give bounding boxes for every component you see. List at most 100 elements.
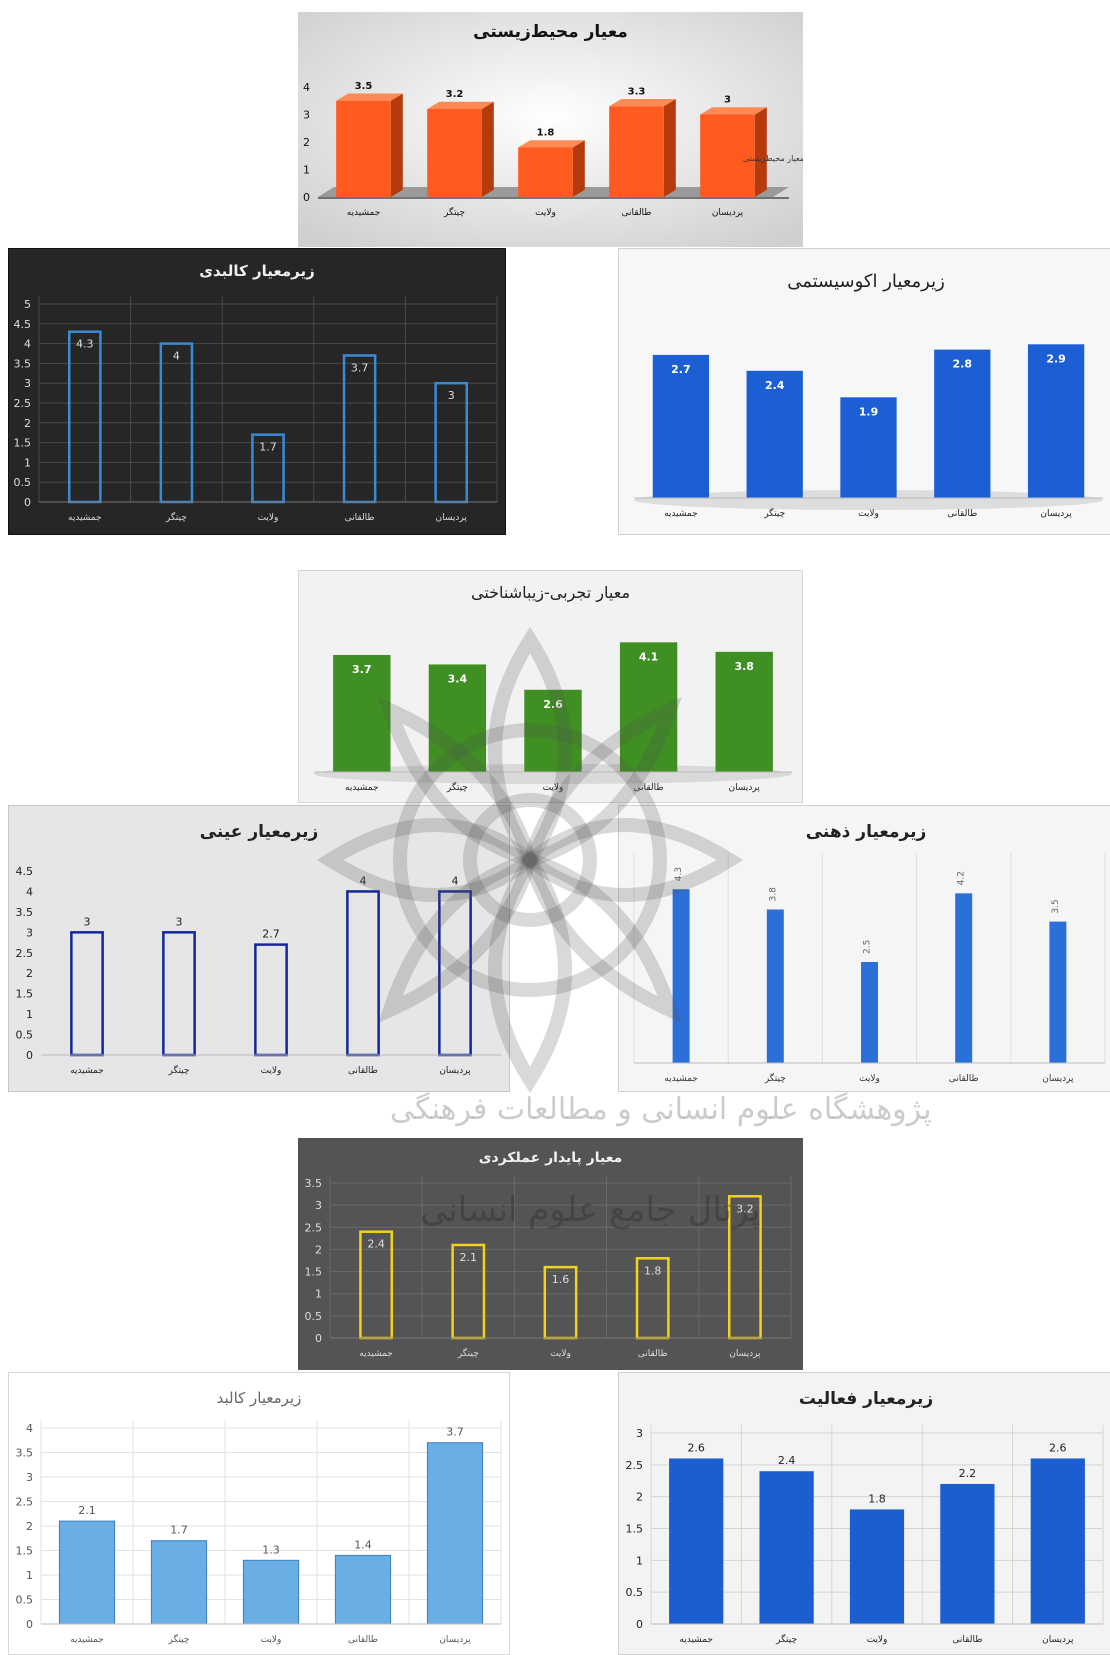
- y-tick-label: 3: [26, 926, 33, 939]
- bar-top: [518, 140, 585, 148]
- y-tick-label: 0.5: [14, 476, 32, 489]
- x-tick-label: طالقانی: [348, 1066, 378, 1076]
- data-label: 3: [84, 915, 91, 928]
- x-tick-label: پردیسان: [729, 1349, 761, 1359]
- x-tick-label: ولایت: [258, 513, 279, 523]
- chart-svg: 0 0.5 1 1.5 2 2.5 3 3.5 2.4 جمشیدیه 2.1 چیتگر 1.6 ولا…: [298, 1138, 803, 1370]
- data-label: 3.7: [446, 1426, 464, 1439]
- data-label: 3.2: [736, 1202, 754, 1215]
- x-tick-label: ولایت: [858, 509, 879, 519]
- x-tick-label: پردیسان: [436, 513, 468, 523]
- y-tick-label: 0: [24, 496, 31, 509]
- y-tick-label: 1.5: [14, 437, 32, 450]
- x-tick-label: چیتگر: [168, 1064, 190, 1076]
- bar-side: [663, 99, 676, 197]
- y-tick-label: 0.5: [305, 1310, 323, 1323]
- y-tick-label: 3: [303, 109, 310, 122]
- y-tick-label: 2: [315, 1243, 322, 1256]
- chart-zehni-panel: 4.3 جمشیدیه 3.8 چیتگر 2.5 ولایت 4.2 طالقانی 3.5 پ…: [618, 805, 1110, 1092]
- chart-title: معیار پایدار عملکردی: [478, 1150, 623, 1166]
- y-tick-label: 4: [26, 885, 33, 898]
- y-tick-label: 4.5: [14, 318, 32, 331]
- data-label: 3: [176, 915, 183, 928]
- bar: [518, 147, 573, 197]
- bar: [1049, 921, 1067, 1063]
- y-tick-label: 3.5: [14, 357, 32, 370]
- x-tick-label: ولایت: [535, 208, 556, 218]
- data-label: 3.7: [352, 663, 372, 676]
- data-label: 2.4: [778, 1454, 796, 1467]
- y-tick-label: 3.5: [16, 1447, 34, 1460]
- bar-side: [754, 107, 767, 197]
- x-tick-label: جمشیدیه: [68, 513, 102, 523]
- y-tick-label: 0: [315, 1332, 322, 1345]
- x-tick-label: طالقانی: [952, 1635, 982, 1645]
- data-label: 3.8: [768, 887, 778, 902]
- bar: [669, 1458, 724, 1624]
- bar-top: [700, 107, 767, 115]
- x-tick-label: پردیسان: [439, 1066, 471, 1076]
- data-label: 1.7: [259, 441, 277, 454]
- x-tick-label: جمشیدیه: [347, 208, 381, 218]
- y-tick-label: 3.5: [16, 906, 34, 919]
- y-tick-label: 2: [303, 136, 310, 149]
- y-tick-label: 2.5: [16, 1496, 34, 1509]
- x-tick-label: طالقانی: [947, 509, 977, 519]
- y-tick-label: 4: [26, 1422, 33, 1435]
- x-tick-label: طالقانی: [638, 1349, 668, 1359]
- bar: [861, 962, 878, 1063]
- chart-sustain-panel: 0 0.5 1 1.5 2 2.5 3 3.5 2.4 جمشیدیه 2.1 چیتگر 1.6 ولا…: [298, 1138, 803, 1370]
- data-label: 2.7: [671, 363, 691, 376]
- data-label: 2.4: [765, 379, 785, 392]
- x-tick-label: پردیسان: [729, 783, 761, 793]
- chart-svg: 0 1 2 3 4 3.5 جمشیدیه 3.2 چیتگر 1.8 ولایت 3.3 طالقان…: [298, 12, 803, 247]
- data-label: 4.3: [674, 867, 684, 881]
- x-tick-label: چیتگر: [764, 1072, 786, 1084]
- data-label: 2.9: [1046, 352, 1066, 365]
- bar-top: [427, 101, 494, 109]
- data-label: 2.8: [953, 358, 973, 371]
- data-label: 4.3: [76, 338, 94, 351]
- y-tick-label: 2: [26, 1520, 33, 1533]
- data-label: 1.6: [552, 1273, 570, 1286]
- bar: [333, 654, 391, 772]
- bar: [766, 909, 784, 1063]
- x-tick-label: چیتگر: [168, 1633, 190, 1645]
- data-label: 2.1: [78, 1504, 96, 1517]
- x-tick-label: پردیسان: [1042, 1635, 1074, 1645]
- y-tick-label: 3.5: [305, 1177, 323, 1190]
- data-label: 3.4: [448, 672, 468, 685]
- y-tick-label: 4: [24, 338, 31, 351]
- y-tick-label: 1: [24, 456, 31, 469]
- chart-title: زیرمعیار اکوسیستمی: [787, 271, 945, 292]
- y-tick-label: 1: [303, 164, 310, 177]
- chart-title: زیرمعیار کالبد: [216, 1389, 302, 1407]
- bar-side: [481, 101, 494, 197]
- bar: [619, 642, 678, 772]
- x-tick-label: چیتگر: [775, 1633, 797, 1645]
- data-label: 3.8: [734, 660, 754, 673]
- x-tick-label: چیتگر: [443, 206, 465, 218]
- chart-background: [298, 1138, 803, 1370]
- data-label: 3.5: [1051, 899, 1061, 913]
- chart-svg: 0 0.5 1 1.5 2 2.5 3 3.5 4 4.5 3 جمشیدیه 3 چیتگر 2.7 ولا…: [9, 806, 509, 1091]
- bar: [428, 664, 487, 772]
- bar: [1030, 1458, 1085, 1624]
- x-tick-label: چیتگر: [763, 507, 785, 519]
- chart-eco-panel: 2.7 جمشیدیه 2.4 چیتگر 1.9 ولایت 2.8 طالقانی 2.9 پ…: [618, 248, 1110, 535]
- data-label: 2.7: [262, 928, 280, 941]
- y-tick-label: 0: [636, 1618, 643, 1631]
- x-tick-label: جمشیدیه: [679, 1635, 713, 1645]
- bar: [955, 893, 973, 1063]
- data-label: 2.2: [959, 1467, 977, 1480]
- bar: [672, 889, 690, 1063]
- bar: [334, 1554, 392, 1625]
- chart-svg: 0 0.5 1 1.5 2 2.5 3 3.5 4 4.5 5 4.3 جمشیدیه 4 چیتگر 1.7…: [9, 249, 505, 534]
- x-tick-label: ولایت: [261, 1635, 282, 1645]
- y-tick-label: 3: [24, 377, 31, 390]
- chart-title: زیرمعیار فعالیت: [798, 1389, 934, 1409]
- chart-title: معیار تجربی-زیباشناختی: [470, 583, 631, 602]
- chart-kalbad-panel: 0 0.5 1 1.5 2 2.5 3 3.5 4 2.1 جمشیدیه 1.7 چیتگر 1.3 ول…: [8, 1372, 510, 1655]
- bar: [427, 109, 482, 197]
- y-tick-label: 2.5: [14, 397, 32, 410]
